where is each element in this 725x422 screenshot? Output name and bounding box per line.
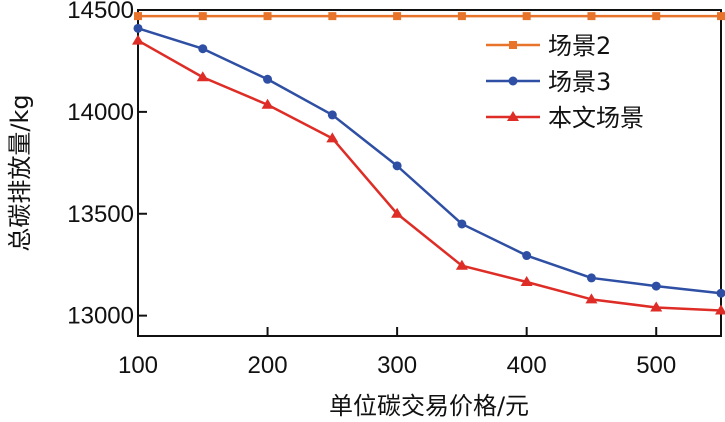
data-point: [326, 132, 339, 143]
data-point: [587, 12, 596, 21]
series-1: [133, 23, 725, 298]
data-point: [134, 12, 142, 21]
data-point: [716, 288, 725, 298]
data-point: [393, 12, 402, 21]
x-axis-ticks: 100 200 300 400 500: [118, 327, 676, 379]
legend-label-scene-2: 场景2: [548, 32, 611, 60]
data-point: [198, 12, 207, 21]
x-axis-label: 单位碳交易价格/元: [329, 392, 529, 420]
data-point: [196, 71, 209, 82]
y-tick-label: 14500: [67, 0, 134, 24]
y-tick-label: 14000: [67, 99, 134, 126]
data-point: [650, 301, 663, 312]
data-point: [457, 219, 467, 229]
series-line-2: [136, 39, 723, 312]
legend-label-this-paper-scene: 本文场景: [548, 104, 644, 132]
series-layer: [132, 12, 725, 315]
legend-label-scene-3: 场景3: [548, 68, 611, 96]
legend-item-scene-3: 场景3: [486, 68, 611, 96]
legend: 场景2 场景3 本文场景: [486, 32, 644, 132]
data-point: [392, 161, 402, 171]
data-point: [263, 74, 273, 84]
data-point: [457, 12, 466, 21]
x-tick-label: 400: [507, 352, 547, 379]
legend-item-scene-2: 场景2: [486, 32, 611, 60]
x-tick-label: 300: [377, 352, 417, 379]
data-point: [133, 23, 143, 33]
data-point: [651, 281, 661, 291]
x-tick-label: 200: [248, 352, 288, 379]
data-point: [327, 110, 337, 120]
legend-item-this-paper-scene: 本文场景: [486, 104, 644, 132]
x-tick-label: 100: [118, 352, 158, 379]
x-tick-label: 500: [636, 352, 676, 379]
data-point: [455, 259, 468, 270]
legend-marker-scene-3: [508, 76, 518, 86]
legend-marker-this-paper-scene: [507, 111, 519, 121]
series-2: [132, 34, 725, 315]
data-point: [586, 273, 596, 283]
data-point: [522, 12, 531, 21]
data-point: [263, 12, 272, 21]
data-point: [132, 34, 144, 45]
data-point: [715, 304, 725, 315]
data-point: [585, 293, 598, 304]
legend-marker-scene-2: [509, 41, 517, 49]
data-point: [652, 12, 661, 21]
data-point: [391, 207, 404, 218]
data-point: [522, 251, 532, 261]
data-point: [520, 276, 533, 287]
y-tick-label: 13500: [67, 201, 134, 228]
data-point: [198, 44, 208, 54]
y-tick-label: 13000: [67, 303, 134, 330]
series-0: [134, 12, 725, 21]
y-axis-label: 总碳排放量/kg: [6, 94, 34, 251]
data-point: [261, 98, 274, 109]
y-axis-ticks: 13000 13500 14000 14500: [67, 0, 147, 330]
data-point: [328, 12, 337, 21]
series-line-1: [136, 27, 723, 295]
data-point: [717, 12, 725, 21]
